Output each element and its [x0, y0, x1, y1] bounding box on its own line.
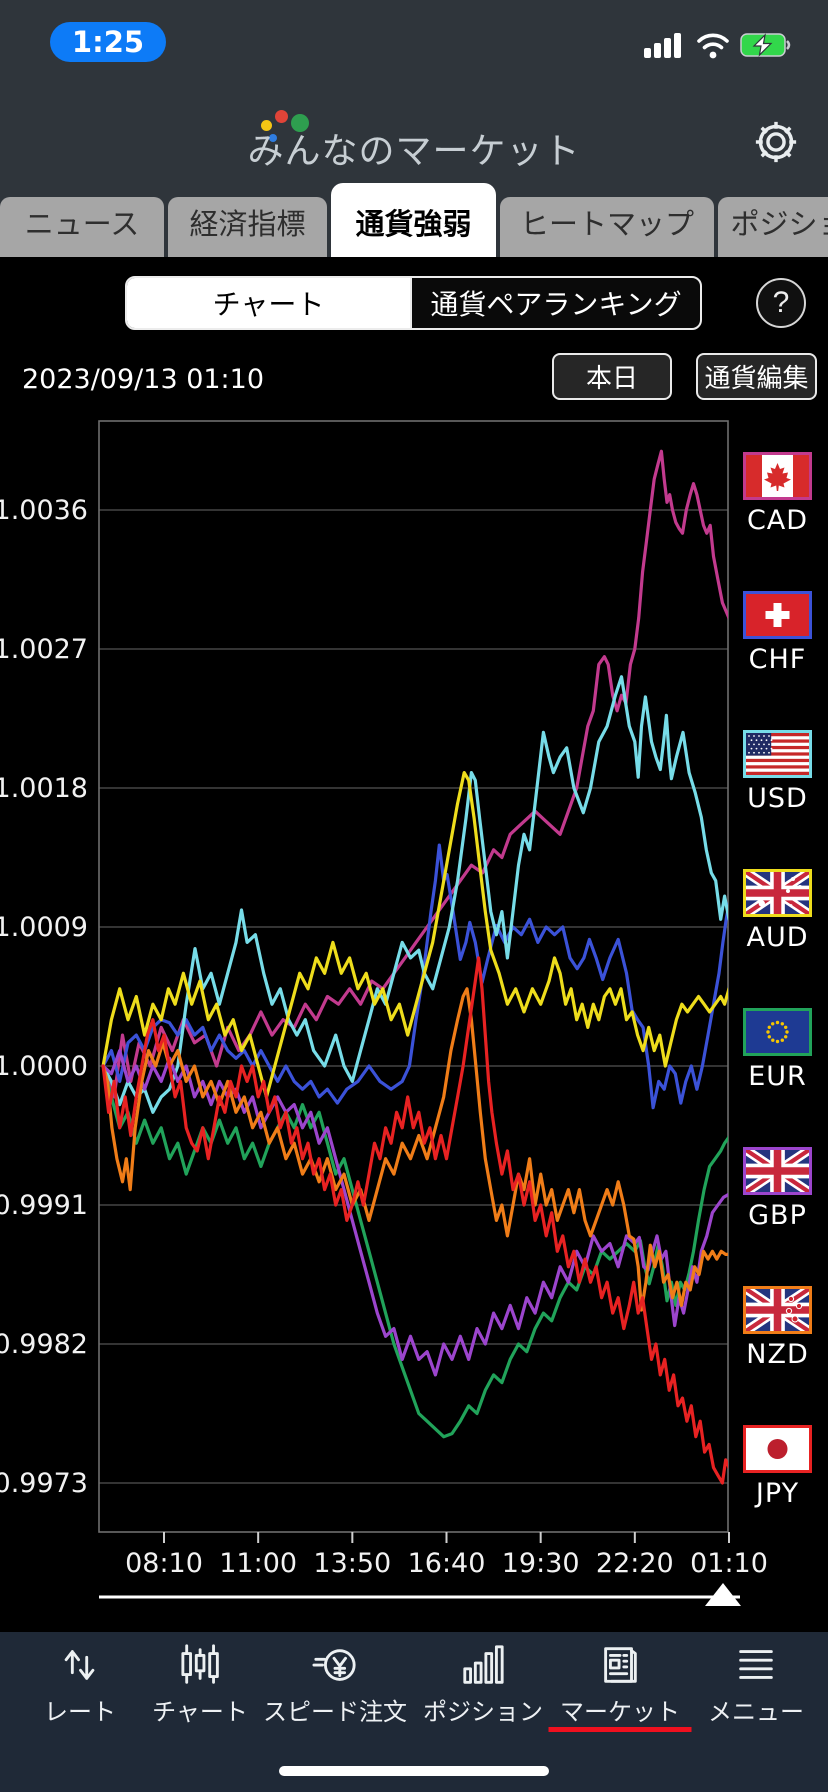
series-CAD	[101, 449, 728, 1099]
nav-item-0[interactable]: レート	[44, 1642, 116, 1727]
plot-border	[98, 420, 729, 1533]
flag-USD-icon	[743, 730, 812, 778]
tab-0[interactable]: ニュース	[0, 197, 164, 257]
nav-label: ポジション	[423, 1698, 543, 1726]
series-GBP	[101, 1048, 728, 1377]
flag-JPY-icon	[743, 1425, 812, 1473]
currency-edit-button[interactable]: 通貨編集	[696, 353, 817, 400]
flag-NZD-icon	[743, 1286, 812, 1334]
svg-text:08:10: 08:10	[125, 1548, 203, 1579]
app-title: みんなのマーケット	[247, 131, 581, 172]
rate-arrows-icon	[44, 1642, 116, 1688]
nav-label: レート	[44, 1698, 116, 1726]
svg-text:1.0027: 1.0027	[0, 634, 88, 665]
currency-code: CAD	[746, 505, 809, 536]
tab-active-2[interactable]: 通貨強弱	[331, 183, 496, 257]
svg-text:0.9991: 0.9991	[0, 1190, 88, 1221]
speed-order-yen-icon	[263, 1642, 407, 1688]
today-button[interactable]: 本日	[552, 353, 672, 400]
nav-label: メニュー	[708, 1698, 804, 1726]
series-USD	[101, 675, 728, 1114]
svg-text:01:10: 01:10	[690, 1548, 768, 1579]
svg-text:0.9973: 0.9973	[0, 1468, 88, 1499]
time-scrollbar[interactable]	[99, 1583, 741, 1606]
view-toggle: チャート 通貨ペアランキング	[125, 276, 702, 330]
svg-text:1.0009: 1.0009	[0, 912, 88, 943]
colored-dots-logo-icon	[253, 108, 313, 158]
currency-row-NZD[interactable]: NZD	[743, 1286, 812, 1370]
x-axis: 08:10 11:00 13:50 16:40 19:30 22:20 01:10	[125, 1532, 768, 1579]
currency-code: JPY	[755, 1478, 800, 1509]
currency-row-CAD[interactable]: CAD	[743, 452, 812, 536]
bottom-nav: レート チャート スピード注文 ポジション マーケット メニュー	[0, 1632, 828, 1792]
series-NZD	[101, 987, 728, 1312]
svg-text:0.9982: 0.9982	[0, 1329, 88, 1360]
series-CHF	[101, 843, 728, 1110]
tab-1[interactable]: 経済指標	[168, 197, 327, 257]
flag-AUD-icon	[743, 869, 812, 917]
nav-label: スピード注文	[263, 1698, 407, 1726]
battery-charging-icon	[740, 33, 791, 57]
cellular-signal-icon	[644, 33, 681, 58]
svg-text:19:30: 19:30	[502, 1548, 580, 1579]
flag-EUR-icon	[743, 1008, 812, 1056]
flag-GBP-icon	[743, 1147, 812, 1195]
tab-3[interactable]: ヒートマップ	[500, 197, 714, 257]
nav-item-5[interactable]: メニュー	[708, 1642, 804, 1727]
svg-text:22:20: 22:20	[596, 1548, 674, 1579]
currency-code: EUR	[748, 1061, 807, 1092]
svg-text:1.0000: 1.0000	[0, 1051, 88, 1082]
chart-timestamp: 2023/09/13 01:10	[22, 364, 265, 395]
wifi-icon	[697, 33, 729, 59]
positions-bars-icon	[423, 1642, 543, 1688]
nav-label: チャート	[152, 1698, 248, 1726]
svg-text:11:00: 11:00	[219, 1548, 297, 1579]
home-indicator[interactable]	[279, 1766, 549, 1776]
svg-text:1.0036: 1.0036	[0, 495, 88, 526]
menu-lines-icon	[708, 1642, 804, 1688]
scrollbar-handle-icon	[705, 1583, 741, 1606]
toggle-pair-ranking[interactable]: 通貨ペアランキング	[410, 278, 700, 328]
svg-text:16:40: 16:40	[408, 1548, 486, 1579]
flag-CAD-icon	[743, 452, 812, 500]
currency-code: USD	[747, 783, 808, 814]
help-button[interactable]: ?	[756, 278, 806, 328]
currency-row-CHF[interactable]: CHF	[743, 591, 812, 675]
currency-row-USD[interactable]: USD	[743, 730, 812, 814]
toggle-chart[interactable]: チャート	[127, 278, 410, 328]
currency-row-AUD[interactable]: AUD	[743, 869, 812, 953]
chart-plot-area[interactable]	[101, 449, 729, 1485]
currency-row-JPY[interactable]: JPY	[743, 1425, 812, 1509]
currency-code: NZD	[746, 1339, 809, 1370]
series-AUD	[101, 770, 728, 1099]
currency-code: CHF	[748, 644, 807, 675]
nav-label: マーケット	[560, 1698, 680, 1726]
svg-text:1.0018: 1.0018	[0, 773, 88, 804]
status-time: 1:25	[50, 22, 166, 62]
active-nav-underline	[548, 1727, 692, 1732]
candlestick-chart-icon	[152, 1642, 248, 1688]
currency-code: AUD	[746, 922, 809, 953]
y-axis: 1.0036 1.0027 1.0018 1.0009 1.0000 0.9991 0.99…	[0, 495, 728, 1499]
svg-text:13:50: 13:50	[313, 1548, 391, 1579]
currency-row-GBP[interactable]: GBP	[743, 1147, 812, 1231]
market-news-icon	[560, 1642, 680, 1688]
flag-CHF-icon	[743, 591, 812, 639]
nav-item-4-active[interactable]: マーケット	[548, 1642, 692, 1732]
currency-row-EUR[interactable]: EUR	[743, 1008, 812, 1092]
currency-code: GBP	[748, 1200, 807, 1231]
settings-gear-icon[interactable]	[753, 119, 799, 165]
nav-item-3[interactable]: ポジション	[423, 1642, 543, 1727]
nav-item-2[interactable]: スピード注文	[263, 1642, 407, 1727]
nav-item-1[interactable]: チャート	[152, 1642, 248, 1727]
series-JPY	[101, 956, 728, 1485]
tab-4[interactable]: ポジション	[718, 197, 828, 257]
